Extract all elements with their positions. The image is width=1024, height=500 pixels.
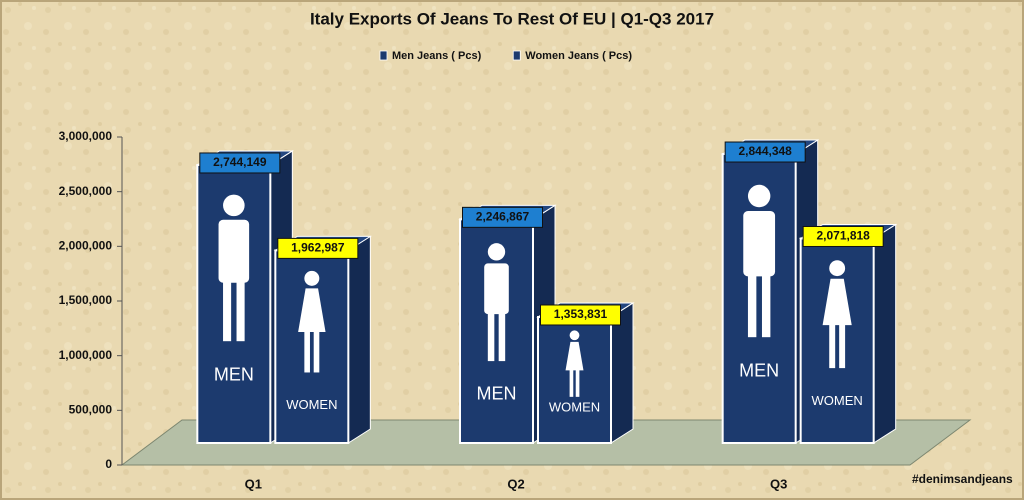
icon-leg: [747, 271, 757, 338]
bar-icon: WOMEN: [549, 330, 600, 414]
value-label: 1,353,831: [554, 307, 608, 321]
bar-side: [873, 223, 897, 444]
value-label-box: [462, 206, 543, 228]
y-tick-label: 3,000,000: [59, 129, 113, 143]
y-tick-label: 1,000,000: [59, 348, 113, 362]
bar: [799, 237, 875, 444]
icon-head: [569, 330, 580, 341]
icon-body: [565, 341, 584, 371]
x-tick-label: Q2: [507, 476, 524, 491]
x-tick-label: Q1: [245, 476, 262, 491]
value-label: 1,962,987: [291, 241, 345, 255]
icon-label: MEN: [214, 364, 254, 384]
icon-label: MEN: [477, 383, 517, 403]
icon-leg: [575, 368, 580, 397]
value-label-box: [724, 141, 806, 163]
icon-leg: [761, 271, 771, 338]
icon-leg: [487, 310, 495, 362]
bar-icon: MEN: [477, 243, 517, 403]
icon-label: WOMEN: [549, 399, 600, 414]
icon-head: [747, 184, 771, 208]
value-label-box: [199, 152, 281, 174]
icon-leg: [839, 321, 846, 369]
icon-body: [822, 278, 852, 326]
icon-leg: [498, 310, 506, 362]
icon-label: WOMEN: [286, 397, 337, 412]
legend-swatch: [379, 50, 388, 61]
y-tick-label: 2,500,000: [59, 184, 113, 198]
icon-head: [223, 194, 245, 217]
bar-icon: MEN: [739, 184, 779, 381]
icon-body: [743, 210, 776, 277]
value-label: 2,744,149: [213, 155, 267, 169]
icon-leg: [223, 278, 232, 342]
legend-label: Men Jeans ( Pcs): [392, 50, 482, 62]
value-label: 2,844,348: [738, 144, 792, 158]
icon-leg: [313, 328, 320, 373]
bar-icon: MEN: [214, 194, 254, 384]
icon-label: MEN: [739, 361, 779, 381]
icon-label: WOMEN: [812, 393, 863, 408]
value-label: 2,071,818: [816, 229, 870, 243]
annotation: #denimsandjeans: [912, 472, 1013, 486]
icon-body: [218, 219, 250, 283]
value-label: 2,246,867: [476, 210, 530, 224]
bar-icon: WOMEN: [286, 270, 337, 412]
y-tick-label: 1,500,000: [59, 293, 113, 307]
x-tick-label: Q3: [770, 476, 787, 491]
y-tick-label: 2,000,000: [59, 239, 113, 253]
bar-side: [347, 235, 371, 444]
icon-leg: [829, 321, 836, 369]
icon-head: [487, 243, 506, 261]
value-label-box: [802, 225, 884, 247]
icon-leg: [569, 368, 574, 397]
icon-head: [304, 270, 320, 286]
y-tick-label: 0: [105, 457, 112, 471]
icon-leg: [236, 278, 245, 342]
icon-body: [484, 263, 509, 315]
icon-body: [298, 288, 326, 332]
value-label-box: [277, 237, 359, 259]
icon-head: [829, 260, 846, 277]
value-label-box: [540, 304, 621, 326]
y-tick-label: 500,000: [69, 403, 113, 417]
legend-swatch: [512, 50, 521, 61]
legend-label: Women Jeans ( Pcs): [525, 50, 632, 62]
icon-leg: [304, 328, 310, 373]
bar-icon: WOMEN: [812, 260, 863, 408]
chart-title: Italy Exports Of Jeans To Rest Of EU | Q…: [310, 9, 714, 28]
